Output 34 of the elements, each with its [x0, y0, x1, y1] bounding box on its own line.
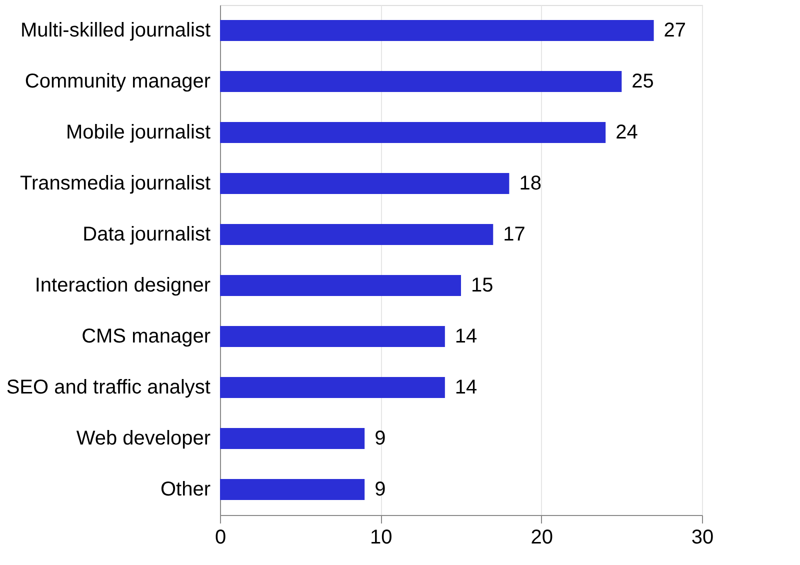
bar — [220, 377, 445, 398]
y-tick-label: Other — [160, 478, 211, 500]
bar — [220, 71, 622, 92]
y-tick-label: Multi-skilled journalist — [20, 20, 211, 42]
x-tick-label: 10 — [370, 526, 392, 548]
data-label: 14 — [454, 326, 478, 348]
data-label: 27 — [664, 20, 686, 42]
bar — [220, 224, 494, 245]
x-tick-label: 30 — [691, 526, 714, 548]
bar — [220, 173, 510, 194]
bar — [220, 20, 654, 41]
y-tick-label: Interaction designer — [34, 274, 211, 296]
y-tick-label: Data journalist — [82, 224, 211, 246]
data-label: 14 — [454, 376, 478, 398]
y-tick-label: CMS manager — [82, 326, 211, 348]
y-tick-label: SEO and traffic analyst — [6, 376, 211, 398]
bar — [220, 326, 445, 347]
x-tick-label: 20 — [530, 526, 553, 548]
data-label: 9 — [374, 478, 386, 500]
y-tick-label: Community manager — [24, 70, 211, 92]
x-tick-label: 0 — [214, 526, 226, 548]
y-tick-label: Transmedia journalist — [20, 172, 211, 194]
data-label: 24 — [616, 122, 638, 144]
data-label: 15 — [471, 274, 494, 296]
bar — [220, 428, 365, 449]
y-tick-label: Mobile journalist — [66, 122, 211, 144]
y-tick-label: Web developer — [76, 428, 211, 450]
data-label: 9 — [374, 428, 386, 450]
data-label: 17 — [503, 224, 526, 246]
bar — [220, 479, 365, 500]
data-label: 25 — [632, 70, 654, 92]
bar — [220, 122, 606, 143]
bar — [220, 275, 461, 296]
data-label: 18 — [519, 172, 542, 194]
